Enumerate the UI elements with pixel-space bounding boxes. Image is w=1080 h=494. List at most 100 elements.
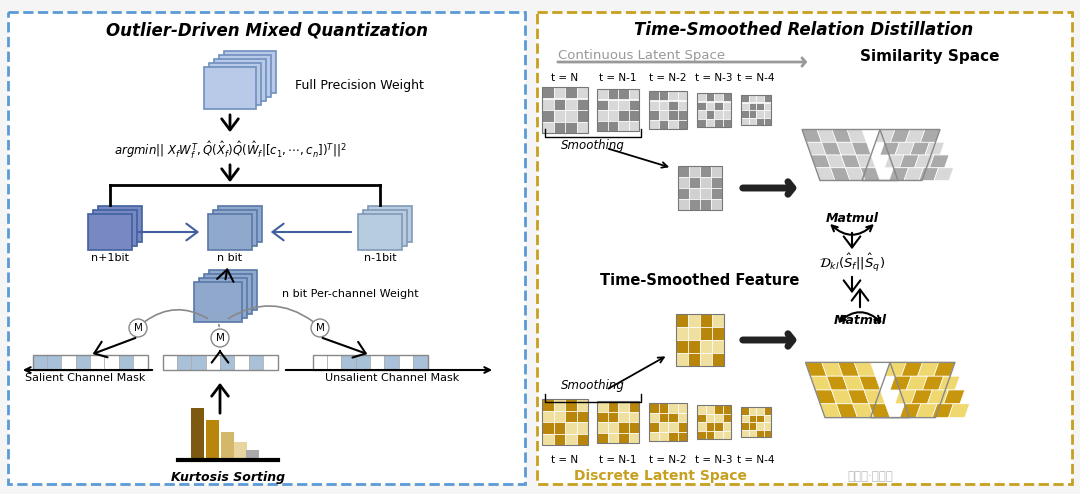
Bar: [363, 210, 407, 246]
Bar: [700, 353, 712, 366]
Bar: [697, 93, 705, 101]
Bar: [764, 110, 771, 118]
Bar: [700, 314, 712, 327]
Bar: [87, 214, 132, 250]
Bar: [669, 91, 677, 100]
Polygon shape: [838, 363, 859, 376]
Polygon shape: [895, 142, 915, 155]
Bar: [368, 206, 411, 242]
Polygon shape: [822, 363, 842, 376]
Bar: [90, 355, 105, 370]
Bar: [714, 422, 723, 430]
Bar: [697, 101, 705, 110]
Polygon shape: [851, 142, 870, 155]
Bar: [565, 411, 577, 422]
Bar: [554, 122, 565, 133]
Polygon shape: [876, 129, 895, 142]
Text: t = N-3: t = N-3: [696, 455, 732, 465]
Bar: [629, 401, 639, 412]
Polygon shape: [826, 376, 848, 390]
Bar: [723, 101, 731, 110]
Bar: [677, 110, 687, 120]
Text: M: M: [315, 323, 324, 333]
Bar: [234, 355, 248, 370]
Bar: [264, 355, 278, 370]
Bar: [756, 429, 764, 437]
Bar: [629, 110, 639, 121]
Bar: [705, 101, 714, 110]
Bar: [705, 413, 714, 422]
Bar: [764, 422, 771, 429]
Bar: [700, 166, 711, 177]
Text: n-1bit: n-1bit: [364, 253, 396, 263]
Bar: [714, 101, 723, 110]
Bar: [756, 407, 764, 414]
Bar: [659, 100, 669, 110]
Bar: [678, 166, 723, 210]
Bar: [748, 407, 756, 414]
Bar: [32, 355, 148, 370]
Polygon shape: [832, 129, 851, 142]
Bar: [618, 110, 629, 121]
Bar: [697, 405, 705, 413]
Bar: [597, 422, 607, 433]
Text: $\mathit{argmin}||\ X_f W_f^T,\hat{Q}(\hat{X}_f)\hat{Q}(\hat{W}_f|[c_1,\cdots,c_: $\mathit{argmin}||\ X_f W_f^T,\hat{Q}(\h…: [113, 139, 347, 161]
Bar: [649, 403, 659, 412]
Bar: [649, 100, 659, 110]
Polygon shape: [842, 376, 864, 390]
Text: t = N-1: t = N-1: [599, 73, 637, 83]
Bar: [705, 110, 714, 119]
Bar: [697, 405, 731, 439]
Bar: [756, 102, 764, 110]
Bar: [105, 355, 119, 370]
Bar: [677, 412, 687, 422]
Polygon shape: [886, 363, 906, 376]
Bar: [741, 95, 748, 102]
Polygon shape: [848, 390, 869, 404]
Polygon shape: [922, 376, 944, 390]
Bar: [659, 412, 669, 422]
Text: t = N-4: t = N-4: [738, 73, 774, 83]
Bar: [676, 314, 724, 366]
Polygon shape: [822, 142, 841, 155]
Bar: [723, 119, 731, 127]
Polygon shape: [880, 142, 900, 155]
Text: t = N-2: t = N-2: [649, 455, 687, 465]
Bar: [712, 340, 724, 353]
Bar: [542, 399, 588, 445]
Bar: [32, 355, 46, 370]
Bar: [399, 355, 414, 370]
Polygon shape: [832, 390, 852, 404]
Bar: [659, 422, 669, 431]
Bar: [659, 431, 669, 441]
Bar: [414, 355, 428, 370]
Bar: [542, 98, 554, 110]
Bar: [191, 408, 204, 460]
Bar: [554, 110, 565, 122]
Polygon shape: [904, 168, 923, 180]
Bar: [669, 403, 677, 412]
Bar: [629, 433, 639, 443]
Bar: [669, 431, 677, 441]
Bar: [756, 110, 764, 118]
Text: Time-Smoothed Relation Distillation: Time-Smoothed Relation Distillation: [634, 21, 974, 39]
Bar: [312, 355, 327, 370]
Bar: [246, 450, 259, 460]
Bar: [577, 422, 588, 434]
Text: t = N-4: t = N-4: [738, 455, 774, 465]
Bar: [597, 89, 639, 131]
Bar: [221, 432, 234, 460]
Bar: [542, 411, 554, 422]
Bar: [741, 407, 771, 437]
Bar: [577, 399, 588, 411]
Polygon shape: [939, 376, 960, 390]
Bar: [204, 67, 256, 109]
Polygon shape: [934, 168, 954, 180]
Bar: [741, 429, 748, 437]
Bar: [714, 119, 723, 127]
Bar: [697, 110, 705, 119]
Text: Continuous Latent Space: Continuous Latent Space: [558, 49, 725, 63]
Bar: [597, 401, 607, 412]
Polygon shape: [846, 168, 865, 180]
Bar: [700, 327, 712, 340]
